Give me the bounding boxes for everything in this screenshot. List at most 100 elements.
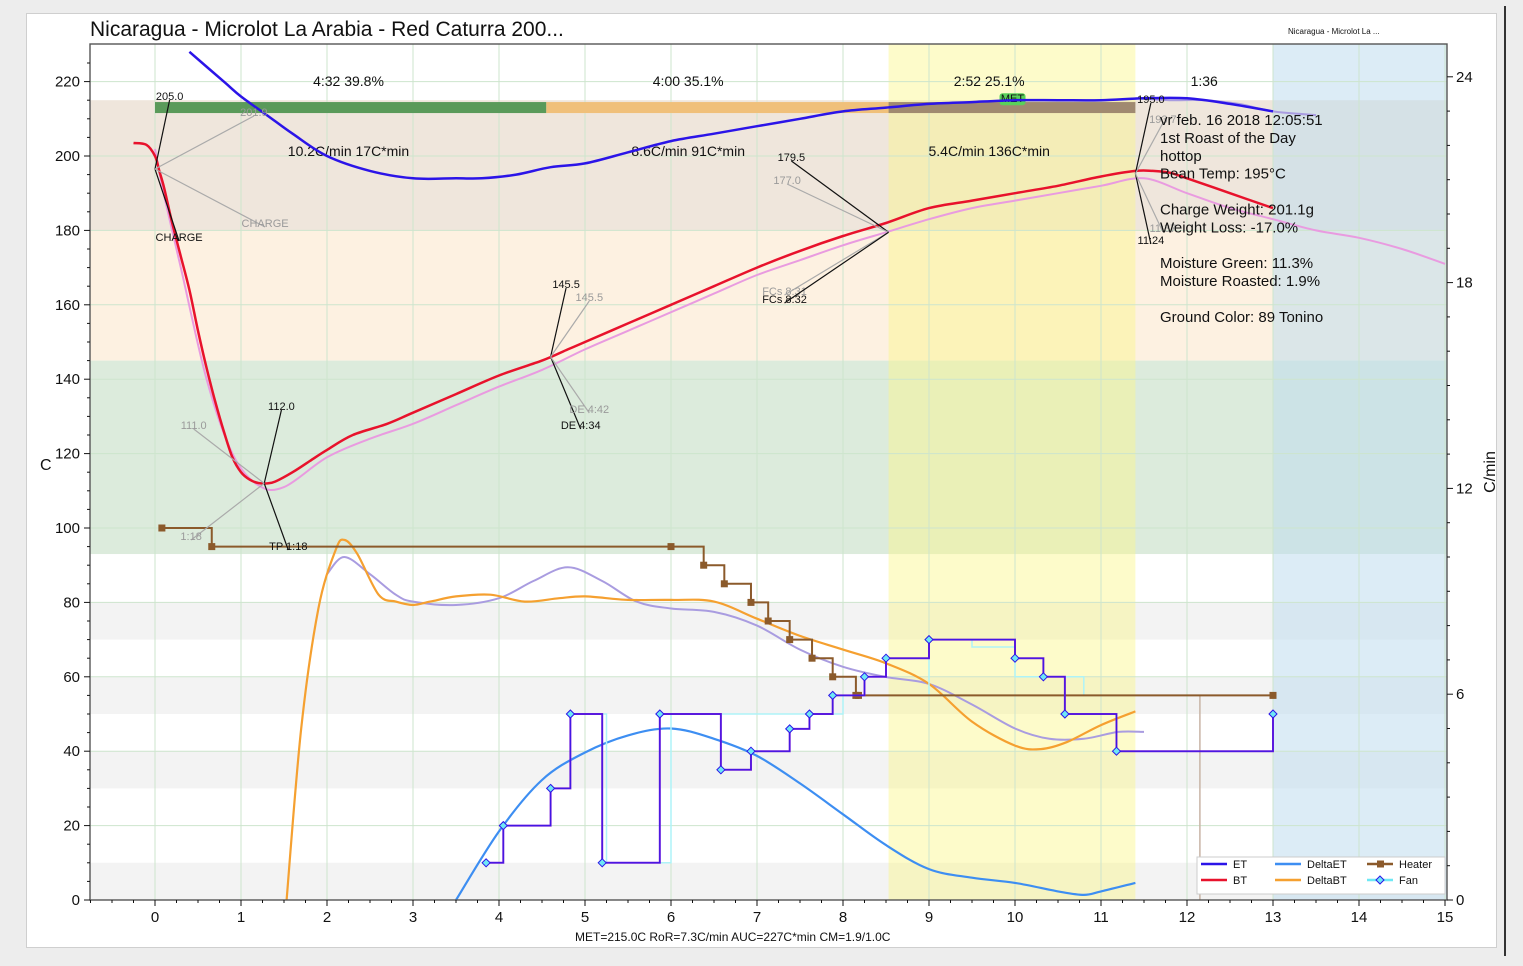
fan-point [545,783,556,794]
annotation-line [550,356,590,414]
x-tick-label: 14 [1351,909,1368,926]
fan-point [1010,653,1020,663]
info-line: 1st Roast of the Day [1160,130,1296,147]
legend-label-deltabt: DeltaBT [1307,875,1347,887]
annotation-de_bg: 145.5 [576,292,604,304]
axes: 0 1 2 3 4 5 6 7 8 9 10 11 12 13 14 15020406080100120140… [55,43,1473,926]
y-tick-label: 80 [63,594,80,611]
y2-tick-label: 18 [1456,275,1473,292]
annotation-line [263,409,283,484]
fan-point [784,724,795,734]
y-tick-label: 40 [63,743,80,760]
y-axis-label: C [40,457,52,474]
curves [133,50,1446,901]
legend-marker-fan [1375,875,1385,885]
legend-label-heater: Heater [1399,859,1432,871]
series-deltabt [285,538,1136,901]
y-tick-label: 100 [55,520,80,537]
annotation-drop_label_bg: 11:37 [1150,223,1177,235]
fan-point [1268,709,1278,719]
x-tick-label: 3 [409,909,417,926]
x-tick-label: 7 [753,909,761,926]
footer-stats: MET=215.0C RoR=7.3C/min AUC=227C*min CM=… [575,930,891,944]
y-tick-label: 60 [63,669,80,686]
y2-tick-label: 24 [1456,69,1473,86]
annotation-charge_label_bg: CHARGE [242,218,289,230]
x-tick-label: 1 [237,909,245,926]
background-bands [90,44,1447,900]
y2-tick-label: 6 [1456,686,1464,703]
annotation-line [193,428,265,484]
annotation-drop_bg: 193.7 [1149,114,1177,126]
y2-tick-label: 0 [1456,892,1464,909]
annotation-line [263,483,289,551]
x-tick-label: 6 [667,909,675,926]
x-tick-label: 5 [581,909,589,926]
legend-label-bt: BT [1233,875,1247,887]
annotation-de_label_bg: DE 4:42 [569,404,609,416]
info-line: Ground Color: 89 Tonino [1160,309,1323,326]
legend-box [1196,856,1446,895]
legend-label-et: ET [1233,859,1247,871]
legend-marker-heater [1377,860,1384,868]
annotation-tp_time_bg: 1:18 [180,531,201,543]
fan-point [716,765,726,775]
fan-point [565,709,576,719]
heater-point [700,561,708,569]
info-line: Moisture Green: 11.3% [1160,255,1313,272]
phase-label: 4:00 35.1% [653,73,724,89]
phase-bars: 4:32 39.8% 10.2C/min 17C*min 4:00 35.1% 8.6… [155,73,1218,159]
info-line: vr feb. 16 2018 12:05:51 [1160,112,1323,129]
phase-bar-maillard [546,102,889,114]
info-line: Weight Loss: -17.0% [1160,219,1298,236]
annotation-line [791,160,889,233]
x-tick-label: 0 [151,909,159,926]
annotation-line [154,168,180,242]
band-grey [90,751,1447,789]
y-tick-label: 180 [55,222,80,239]
annotation-line [550,356,582,430]
annotation-line [154,115,255,170]
annotation-line [786,183,889,233]
fan-point [1111,746,1122,756]
band-dry [90,360,1447,555]
annotation-tp_label: TP 1:18 [269,541,307,553]
band-maillard [90,230,1447,361]
annotation-line [190,482,265,541]
heater-point [208,543,216,551]
heater-point [158,524,166,532]
heater-point [786,636,794,644]
annotation-de_bt: 145.5 [552,279,580,291]
grid-lines [90,44,1447,901]
y-axis-right-label: C/min [1482,451,1499,493]
annotation-line [784,231,889,296]
band-roast [90,100,1447,231]
fan-point [498,820,509,831]
legend: ET BT DeltaET DeltaBT Heater Fan [1196,856,1446,895]
annotation-de_label: DE 4:34 [561,420,601,432]
heater-point [764,617,772,625]
y-tick-label: 160 [55,297,80,314]
window-edge [1504,6,1506,956]
chart-title: Nicaragua - Microlot La Arabia - Red Cat… [90,18,564,41]
annotation-drop_label: 11:24 [1138,235,1165,247]
series-et [188,50,1274,181]
x-tick-label: 8 [839,909,847,926]
heater-point [747,598,755,606]
annotation-line [550,300,590,358]
series-heater [161,527,1273,697]
x-tick-label: 13 [1265,909,1282,926]
phase-ror: 10.2C/min 17C*min [288,143,409,159]
phase-bar-dry [155,102,547,114]
annotation-fcs_bg: 177.0 [773,175,801,187]
annotation-charge_bt: 205.0 [156,91,184,103]
band-cooling [1273,44,1447,900]
y-tick-label: 20 [63,818,80,835]
phase-label: 4:32 39.8% [313,73,384,89]
phase-ror: 8.6C/min 91C*min [631,143,745,159]
series-bt [133,141,1274,485]
y-tick-label: 140 [55,371,80,388]
event-annotations: 205.0 CHARGE 201.9 CHARGE 112.0 TP 1:18 111.0 1… [154,91,1177,553]
heater-point [667,543,675,551]
